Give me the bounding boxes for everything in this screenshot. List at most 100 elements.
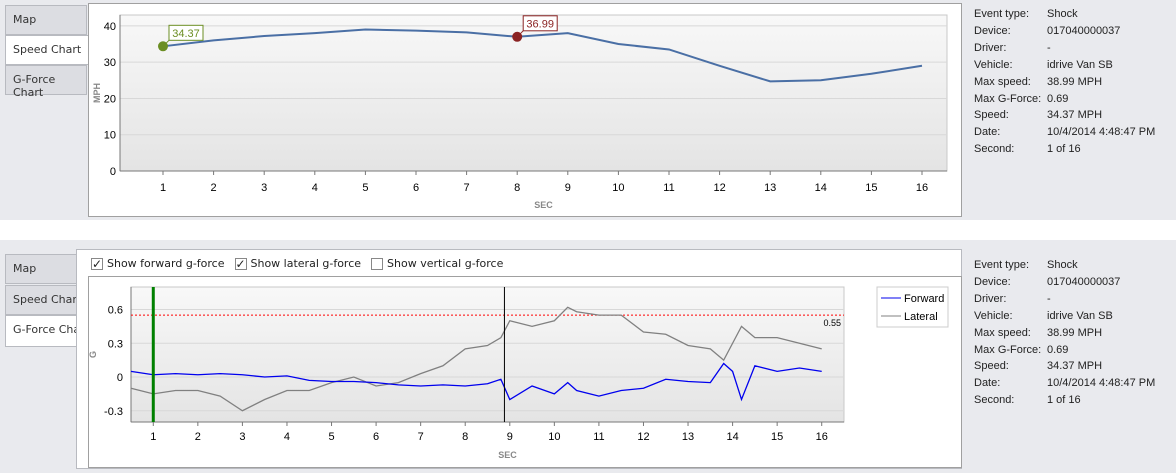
event-info: Event type: Shock Device: 017040000037 Drive… [974, 6, 1155, 158]
tab-label: Map [13, 262, 37, 275]
speed-chart-frame: 0 10 20 30 40 1 2 3 4 5 6 7 8 9 10 11 12 13 14 15 16 SEC MPH 34… [88, 3, 962, 217]
info-key: Max speed: [974, 326, 1031, 339]
x-tick-label: 3 [261, 182, 267, 194]
info-value: 1 of 16 [1047, 394, 1081, 407]
x-tick-label: 9 [507, 431, 513, 443]
x-tick-label: 4 [284, 431, 290, 443]
x-tick-label: 5 [328, 431, 334, 443]
info-value: 34.37 MPH [1047, 360, 1103, 373]
x-tick-label: 3 [239, 431, 245, 443]
info-row: Speed: 34.37 MPH [974, 358, 1155, 375]
info-row: Device: 017040000037 [974, 274, 1155, 291]
info-row: Event type: Shock [974, 6, 1155, 23]
show-vertical-checkbox[interactable]: Show vertical g-force [371, 257, 503, 270]
info-value: 0.69 [1047, 343, 1069, 356]
checkbox-label: Show forward g-force [107, 257, 225, 270]
y-tick-label: 20 [104, 93, 116, 105]
plot-area [119, 14, 948, 172]
x-tick-label: 7 [418, 431, 424, 443]
tab-label: G-Force Chart [13, 73, 56, 99]
info-key: Event type: [974, 259, 1030, 271]
tab-label: G-Force Chart [13, 323, 89, 336]
tab-map[interactable]: Map [5, 5, 87, 35]
x-tick-label: 1 [160, 182, 166, 194]
series-toggles: ✓ Show forward g-force ✓ Show lateral g-fo… [91, 257, 513, 270]
info-key: Event type: [974, 8, 1030, 20]
info-row: Date: 10/4/2014 4:48:47 PM [974, 124, 1155, 141]
threshold-label: 0.55 [823, 318, 841, 328]
y-tick-label: 10 [104, 130, 116, 142]
x-tick-label: 15 [771, 431, 783, 443]
y-tick-label: 0.6 [108, 305, 123, 317]
x-tick-label: 11 [593, 431, 604, 443]
x-tick-label: 14 [726, 431, 738, 443]
y-tick-label: 0 [110, 166, 116, 178]
info-value: - [1047, 292, 1051, 305]
info-value: idrive Van SB [1047, 309, 1113, 322]
gforce-content: ✓ Show forward g-force ✓ Show lateral g-fo… [76, 249, 962, 469]
info-key: Max G-Force: [974, 92, 1042, 105]
checkbox-label: Show vertical g-force [387, 257, 504, 270]
y-tick-label: -0.3 [104, 406, 123, 418]
info-key: Driver: [974, 41, 1007, 54]
x-tick-label: 11 [663, 182, 674, 194]
tab-g-force-chart[interactable]: G-Force Chart [5, 315, 89, 347]
x-tick-label: 16 [816, 431, 828, 443]
x-axis-title: SEC [534, 200, 553, 210]
info-key: Speed: [974, 360, 1009, 373]
tab-speed-chart[interactable]: Speed Chart [5, 35, 89, 65]
info-row: Max G-Force: 0.69 [974, 91, 1155, 108]
info-row: Event type: Shock [974, 257, 1155, 274]
y-tick-label: 0 [117, 372, 123, 384]
gforce-panel: Map Speed Chart G-Force Chart ✓ Show forw… [0, 240, 1176, 473]
info-row: Max speed: 38.99 MPH [974, 325, 1155, 342]
info-value: - [1047, 41, 1051, 54]
gforce-chart: -0.300.30.61 2 3 4 5 6 7 8 9 10 11 12 13 14 15 16SECG0.… [88, 286, 949, 460]
x-tick-label: 6 [413, 182, 419, 194]
info-key: Device: [974, 24, 1011, 37]
x-tick-label: 13 [764, 182, 776, 194]
info-value: 38.99 MPH [1047, 326, 1103, 339]
x-tick-label: 4 [312, 182, 318, 194]
x-tick-label: 10 [548, 431, 560, 443]
info-key: Device: [974, 275, 1011, 288]
legend-label: Lateral [904, 311, 938, 323]
tab-speed-chart[interactable]: Speed Chart [5, 285, 87, 315]
x-tick-label: 5 [362, 182, 368, 194]
info-key: Vehicle: [974, 58, 1013, 71]
info-value: Shock [1047, 259, 1078, 271]
info-value: 10/4/2014 4:48:47 PM [1047, 126, 1156, 139]
info-value: 1 of 16 [1047, 143, 1081, 156]
checkbox-label: Show lateral g-force [250, 257, 362, 270]
info-row: Device: 017040000037 [974, 23, 1155, 40]
y-axis-title: G [89, 351, 98, 358]
x-tick-label: 6 [373, 431, 379, 443]
info-row: Second: 1 of 16 [974, 141, 1155, 158]
x-tick-label: 2 [211, 182, 217, 194]
info-row: Driver: - [974, 40, 1155, 57]
tab-map[interactable]: Map [5, 254, 87, 284]
show-forward-checkbox[interactable]: ✓ Show forward g-force [91, 257, 225, 270]
x-tick-label: 8 [514, 182, 520, 194]
info-key: Vehicle: [974, 309, 1013, 322]
info-row: Vehicle: idrive Van SB [974, 57, 1155, 74]
annotation-box [522, 15, 558, 32]
info-key: Max G-Force: [974, 343, 1042, 356]
gforce-chart-frame: -0.3 0 0.3 0.6 1 2 3 4 5 6 7 8 9 10 11 12 13 14 15 16 SEC G 0.… [88, 276, 962, 468]
y-tick-label: 0.3 [108, 338, 123, 350]
y-tick-label: 40 [104, 21, 116, 33]
info-row: Max G-Force: 0.69 [974, 342, 1155, 359]
tab-g-force-chart[interactable]: G-Force Chart [5, 65, 87, 99]
info-key: Speed: [974, 109, 1009, 122]
info-value: 0.69 [1047, 92, 1069, 105]
checkbox-checked-icon: ✓ [91, 256, 103, 271]
show-lateral-checkbox[interactable]: ✓ Show lateral g-force [234, 256, 362, 271]
checkbox-checked-icon: ✓ [234, 256, 247, 271]
annotation-label: 36.99 [526, 18, 554, 30]
x-tick-label: 1 [150, 431, 156, 443]
info-value: 017040000037 [1047, 24, 1121, 37]
info-key: Date: [974, 126, 1001, 139]
info-key: Date: [974, 377, 1001, 390]
speed-panel: Map Speed Chart G-Force Chart 0 10 20 30 40 1… [0, 0, 1176, 220]
